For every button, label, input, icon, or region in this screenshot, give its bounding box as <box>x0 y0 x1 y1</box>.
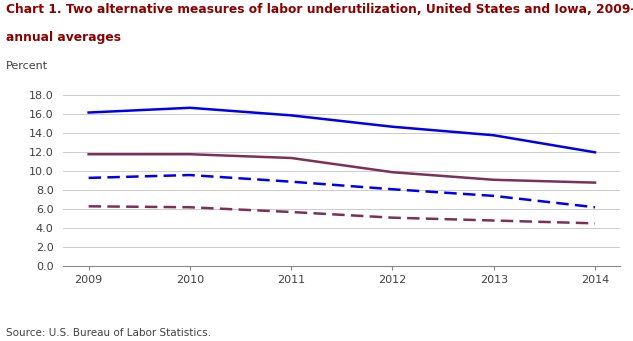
Text: Source: U.S. Bureau of Labor Statistics.: Source: U.S. Bureau of Labor Statistics. <box>6 328 211 338</box>
Text: annual averages: annual averages <box>6 31 122 44</box>
Text: Percent: Percent <box>6 61 49 71</box>
Text: Chart 1. Two alternative measures of labor underutilization, United States and I: Chart 1. Two alternative measures of lab… <box>6 3 633 16</box>
